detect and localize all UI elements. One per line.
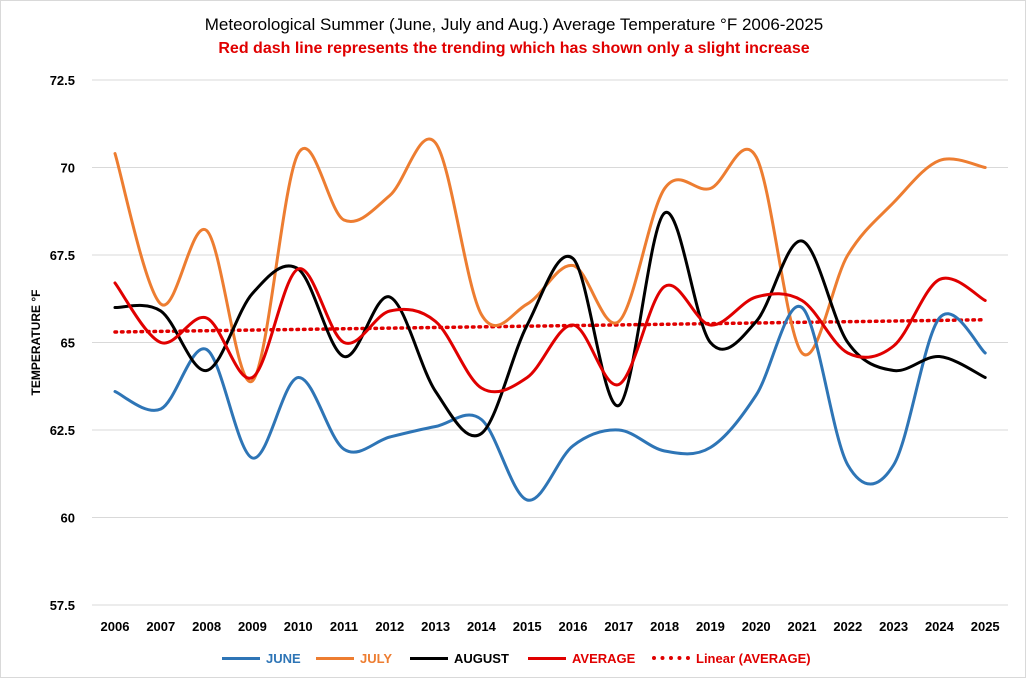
y-tick-label: 67.5 <box>50 248 75 263</box>
series-line-august <box>113 211 987 438</box>
chart-title: Meteorological Summer (June, July and Au… <box>204 15 824 34</box>
series-line-average <box>113 267 987 394</box>
x-tick-label: 2006 <box>101 619 130 634</box>
trendline-average <box>113 318 987 334</box>
legend-label: Linear (AVERAGE) <box>696 650 811 666</box>
legend-swatch <box>222 656 260 660</box>
legend-label: AUGUST <box>454 650 509 666</box>
x-tick-label: 2018 <box>650 619 679 634</box>
y-tick-label: 70 <box>61 161 75 176</box>
legend-swatch <box>410 656 448 660</box>
y-tick-label: 60 <box>61 511 75 526</box>
x-tick-label: 2010 <box>284 619 313 634</box>
x-tick-label: 2013 <box>421 619 450 634</box>
y-tick-label: 62.5 <box>50 423 75 438</box>
legend-label: JULY <box>360 650 393 666</box>
legend-label: AVERAGE <box>572 650 636 666</box>
series-line-june <box>113 304 987 502</box>
legend-swatch <box>652 656 690 660</box>
y-tick-label: 72.5 <box>50 73 75 88</box>
legend-swatch <box>528 656 566 660</box>
x-tick-label: 2021 <box>788 619 817 634</box>
legend-item: AVERAGE <box>528 648 635 668</box>
x-tick-label: 2012 <box>375 619 404 634</box>
x-tick-label: 2025 <box>971 619 1000 634</box>
x-tick-label: 2023 <box>879 619 908 634</box>
x-tick-label: 2022 <box>833 619 862 634</box>
legend-label: JUNE <box>266 650 301 666</box>
x-tick-label: 2009 <box>238 619 267 634</box>
y-axis-label: TEMPERATURE °F <box>29 290 43 396</box>
x-tick-label: 2016 <box>559 619 588 634</box>
x-tick-label: 2024 <box>925 619 955 634</box>
legend-item: JULY <box>316 648 392 668</box>
x-tick-label: 2011 <box>330 619 358 634</box>
x-tick-label: 2007 <box>146 619 175 634</box>
chart-subtitle: Red dash line represents the trending wh… <box>218 40 810 57</box>
x-tick-label: 2017 <box>604 619 633 634</box>
x-tick-label: 2015 <box>513 619 542 634</box>
x-tick-label: 2008 <box>192 619 221 634</box>
y-tick-label: 65 <box>61 336 75 351</box>
legend-swatch <box>316 656 354 660</box>
x-tick-label: 2014 <box>467 619 497 634</box>
y-tick-label: 57.5 <box>50 598 75 613</box>
legend-item: Linear (AVERAGE) <box>652 648 811 668</box>
x-tick-label: 2019 <box>696 619 725 634</box>
x-tick-label: 2020 <box>742 619 771 634</box>
chart-legend: JUNE JULY AUGUST AVERAGE Linear (AVERAGE) <box>0 648 1028 668</box>
legend-item: AUGUST <box>410 648 509 668</box>
legend-item: JUNE <box>222 648 301 668</box>
